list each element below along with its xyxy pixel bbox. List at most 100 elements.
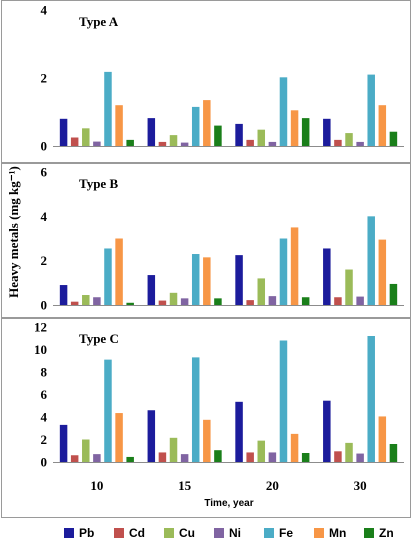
bar-cu-15	[169, 292, 178, 305]
y-tick-label: 12	[34, 320, 47, 335]
bar-zn-15	[214, 450, 222, 462]
legend-label: Cd	[129, 526, 145, 540]
bar-cu-20	[257, 278, 266, 305]
legend-label: Pb	[79, 526, 94, 540]
bar-zn-20	[301, 118, 310, 146]
bar-pb-20	[235, 401, 243, 462]
legend-item-cu: Cu	[164, 526, 195, 540]
legend-swatch	[64, 528, 74, 538]
bar-cd-20	[246, 452, 254, 462]
bar-ni-20	[268, 296, 277, 305]
y-tick-label: 6	[41, 165, 48, 180]
bar-fe-20	[279, 238, 288, 305]
bar-ni-15	[180, 454, 189, 463]
bar-zn-10	[126, 139, 134, 146]
y-tick-label: 0	[41, 455, 48, 470]
legend-swatch	[214, 528, 224, 538]
bar-cu-10	[82, 439, 90, 462]
legend-item-fe: Fe	[264, 526, 293, 540]
y-tick-label: 4	[41, 3, 48, 18]
bar-mn-20	[290, 227, 299, 305]
legend-swatch	[264, 528, 274, 538]
bar-cd-30	[334, 297, 342, 305]
bar-cu-20	[257, 129, 266, 146]
bar-pb-15	[147, 410, 156, 462]
bar-pb-30	[323, 248, 331, 305]
bar-fe-30	[367, 336, 375, 462]
bar-pb-20	[235, 255, 243, 306]
panel-frame	[1, 318, 411, 518]
legend-label: Zn	[379, 526, 394, 540]
bar-zn-15	[214, 298, 222, 305]
bar-cu-30	[345, 133, 353, 146]
bar-pb-10	[59, 118, 68, 146]
legend-item-pb: Pb	[64, 526, 94, 540]
bar-cu-20	[257, 440, 266, 463]
bar-cd-30	[334, 451, 342, 462]
bar-ni-10	[93, 454, 101, 463]
bar-mn-20	[290, 110, 299, 146]
bar-cd-10	[70, 137, 79, 146]
bar-mn-10	[115, 413, 123, 462]
panel-type-b: 0 2 4 6 Type B	[1, 163, 411, 318]
bar-zn-30	[389, 131, 398, 146]
panel-frame	[1, 163, 411, 318]
bar-mn-10	[115, 105, 123, 146]
bar-mn-30	[378, 105, 387, 146]
bar-cd-20	[246, 300, 254, 305]
bar-ni-15	[180, 142, 189, 146]
bar-pb-15	[147, 275, 156, 305]
bar-ni-15	[180, 298, 189, 305]
panel-title: Type C	[79, 331, 119, 346]
bar-pb-15	[147, 118, 156, 146]
bar-fe-15	[191, 254, 200, 305]
bar-cd-10	[70, 455, 79, 462]
legend: Pb Cd Cu Ni Fe Mn Zn	[64, 526, 394, 540]
legend-item-ni: Ni	[214, 526, 241, 540]
bar-ni-30	[356, 141, 364, 146]
panel-type-a: 0 2 4 Type A	[1, 0, 411, 163]
bar-mn-30	[378, 239, 387, 305]
y-tick-label: 10	[34, 342, 47, 357]
bar-mn-15	[203, 100, 211, 146]
y-tick-label: 6	[41, 387, 48, 402]
bar-fe-10	[104, 248, 112, 305]
y-tick-label: 2	[41, 432, 48, 447]
panel-title: Type B	[79, 176, 118, 191]
x-tick-label: 10	[90, 478, 103, 493]
bar-fe-10	[104, 71, 112, 146]
panels-group: 0 2 4 Type A 0 2 4 6 Type B 0 2 4 6 8 10 12 Type C 10 15 20…	[1, 0, 411, 518]
y-tick-label: 4	[41, 209, 48, 224]
x-tick-label: 15	[178, 478, 192, 493]
panel-frame	[1, 0, 411, 163]
bar-zn-15	[214, 125, 222, 146]
bar-cd-15	[158, 300, 167, 305]
y-tick-label: 0	[41, 298, 48, 313]
legend-label: Fe	[279, 526, 293, 540]
bar-fe-30	[367, 74, 375, 146]
x-tick-label: 20	[266, 478, 279, 493]
bar-cu-10	[82, 295, 90, 305]
bar-pb-20	[235, 123, 243, 146]
y-tick-label: 4	[41, 410, 48, 425]
legend-item-cd: Cd	[114, 526, 145, 540]
bar-fe-20	[279, 340, 288, 462]
x-tick-label: 30	[354, 478, 367, 493]
legend-swatch	[114, 528, 124, 538]
bar-cu-10	[82, 128, 90, 146]
legend-swatch	[364, 528, 374, 538]
bar-pb-10	[59, 424, 68, 463]
legend-swatch	[314, 528, 324, 538]
bar-cu-30	[345, 442, 353, 463]
panel-title: Type A	[79, 14, 119, 29]
bar-mn-15	[203, 419, 211, 462]
bar-zn-20	[301, 297, 310, 305]
bar-fe-15	[191, 357, 200, 463]
bar-zn-10	[126, 302, 134, 305]
y-tick-label: 8	[41, 365, 48, 380]
bar-ni-10	[93, 141, 101, 146]
bar-pb-30	[323, 400, 331, 462]
legend-swatch	[164, 528, 174, 538]
bar-cd-15	[158, 452, 167, 462]
